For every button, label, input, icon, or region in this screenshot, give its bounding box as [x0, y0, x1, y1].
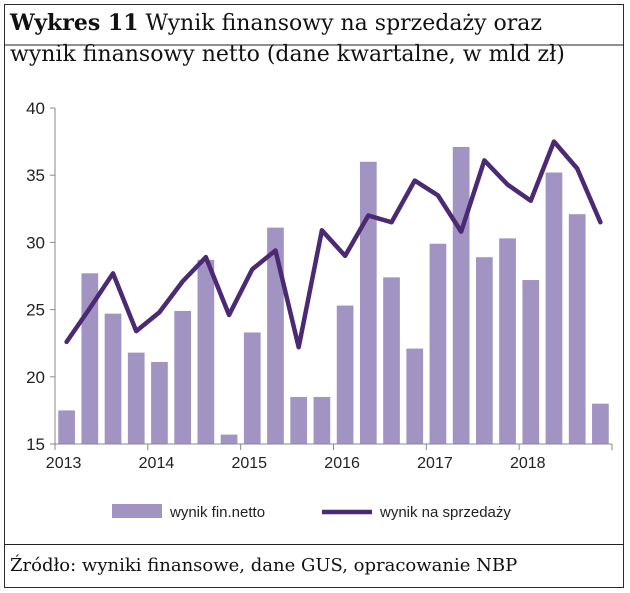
x-tick-label-2013: 2013 — [46, 455, 82, 472]
bar-2017Q3 — [475, 257, 493, 444]
bar-2018Q4 — [592, 403, 609, 444]
source-note: Źródło: wyniki finansowe, dane GUS, opra… — [10, 555, 518, 576]
x-tick-label-2017: 2017 — [417, 455, 453, 472]
figure-frame — [4, 4, 624, 588]
legend-label-bar: wynik fin.netto — [169, 504, 265, 521]
y-tick-label-30: 30 — [26, 233, 45, 252]
x-tick-label-2018: 2018 — [510, 455, 546, 472]
bar-2016Q2 — [359, 161, 377, 444]
bar-2015Q1 — [243, 332, 261, 444]
bar-2015Q2 — [267, 227, 284, 444]
bar-2016Q1 — [336, 305, 354, 444]
bar-2013Q1 — [58, 410, 75, 444]
legend: wynik fin.netto wynik na sprzedaży — [112, 504, 511, 521]
title-text: Wynik finansowy na sprzedaży oraz — [138, 11, 542, 36]
x-tick-label-2014: 2014 — [139, 455, 175, 472]
x-tick-label-2015: 2015 — [231, 455, 267, 472]
bar-2014Q1 — [151, 362, 168, 444]
figure-number: Wykres 11 — [10, 10, 139, 36]
bar-2013Q4 — [127, 352, 145, 444]
bar-2018Q2 — [545, 172, 563, 444]
bars-group — [58, 146, 609, 444]
axes-group: 15 20 25 30 35 40 2013 2014 2015 2016 2017 2018 — [26, 99, 613, 472]
chart-title: Wykres 11 Wynik finansowy na sprzedaży o… — [10, 8, 615, 70]
bar-2014Q3 — [197, 259, 215, 444]
line-series-group — [64, 139, 603, 350]
x-tick-label-2016: 2016 — [324, 455, 360, 472]
bar-2013Q3 — [104, 313, 122, 444]
bar-2017Q4 — [499, 238, 516, 444]
title-line-2: wynik finansowy netto (dane kwartalne, w… — [10, 42, 565, 67]
bar-2016Q3 — [383, 277, 400, 444]
bar-2016Q4 — [406, 348, 424, 444]
y-tick-label-15: 15 — [26, 435, 45, 454]
bar-2014Q2 — [174, 310, 192, 444]
bar-2015Q4 — [313, 396, 331, 444]
bar-2017Q1 — [429, 243, 447, 444]
y-tick-label-25: 25 — [26, 301, 45, 320]
legend-label-line: wynik na sprzedaży — [379, 504, 511, 521]
bar-2018Q1 — [522, 280, 540, 444]
footer-divider — [4, 544, 624, 545]
bar-2014Q4 — [220, 434, 238, 444]
bar-2018Q3 — [568, 214, 586, 444]
line-wynik-na-sprzedazy — [64, 139, 603, 350]
chart: 15 20 25 30 35 40 2013 2014 2015 2016 2017 2018 wyn… — [4, 44, 624, 521]
bar-2017Q2 — [452, 146, 470, 444]
bar-2015Q3 — [290, 396, 308, 444]
y-tick-label-20: 20 — [26, 368, 45, 387]
y-tick-label-40: 40 — [26, 99, 45, 118]
legend-swatch-bar — [112, 504, 162, 518]
y-tick-label-35: 35 — [26, 166, 45, 185]
